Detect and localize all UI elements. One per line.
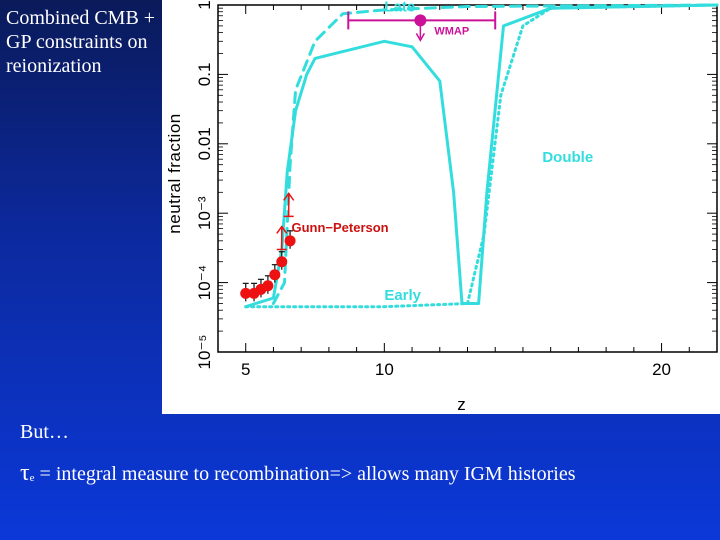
- tau-symbol: τ: [20, 460, 30, 486]
- gp-point: [276, 256, 288, 268]
- gp-point: [262, 280, 274, 292]
- y-tick-label: 0.01: [195, 127, 214, 160]
- curve-double: [244, 3, 719, 309]
- figure-panel: 5 10 20 z 10⁻⁵ 10⁻⁴ 10⁻³ 0.01 0.1 1 neutral fracti…: [162, 0, 720, 414]
- y-tick-label: 10⁻⁴: [195, 265, 214, 300]
- y-tick-label: 10⁻³: [195, 196, 214, 230]
- x-tick-label: 10: [375, 360, 394, 379]
- y-tick-label: 1: [195, 0, 214, 9]
- plot-frame: [217, 4, 718, 353]
- gp-limit-arrowhead: [276, 225, 288, 234]
- slide-title: Combined CMB + GP constraints on reioniz…: [6, 7, 156, 77]
- tau-text: = integral measure to recombination=> al…: [34, 463, 576, 485]
- gp-limit-arrowhead: [283, 192, 295, 201]
- x-tick-label: 20: [652, 360, 671, 379]
- y-tick-label: 0.1: [195, 63, 214, 87]
- gunn-peterson-label: Gunn−Peterson: [291, 220, 388, 235]
- gp-point: [284, 235, 296, 247]
- wmap-label: WMAP: [434, 25, 469, 37]
- x-tick-label: 5: [241, 360, 250, 379]
- series-label-early: Early: [384, 287, 421, 304]
- x-axis-label: z: [457, 395, 466, 414]
- series-label-late: Late: [384, 0, 415, 16]
- series-label-double: Double: [542, 149, 593, 166]
- but-caption: But…: [20, 421, 69, 443]
- tau-subscript: e: [29, 472, 35, 484]
- curve-early: [244, 3, 719, 309]
- curve-late: [271, 3, 719, 305]
- gp-point: [269, 269, 281, 281]
- neutral-fraction-chart: 5 10 20 z 10⁻⁵ 10⁻⁴ 10⁻³ 0.01 0.1 1 neutral fracti…: [165, 0, 719, 414]
- y-tick-label: 10⁻⁵: [195, 335, 214, 370]
- wmap-arrow-head: [415, 33, 426, 42]
- gp-point: [240, 287, 252, 299]
- wmap-point: [414, 14, 427, 27]
- tau-statement: τe = integral measure to recombination=>…: [20, 460, 575, 487]
- y-axis-label: neutral fraction: [165, 113, 184, 233]
